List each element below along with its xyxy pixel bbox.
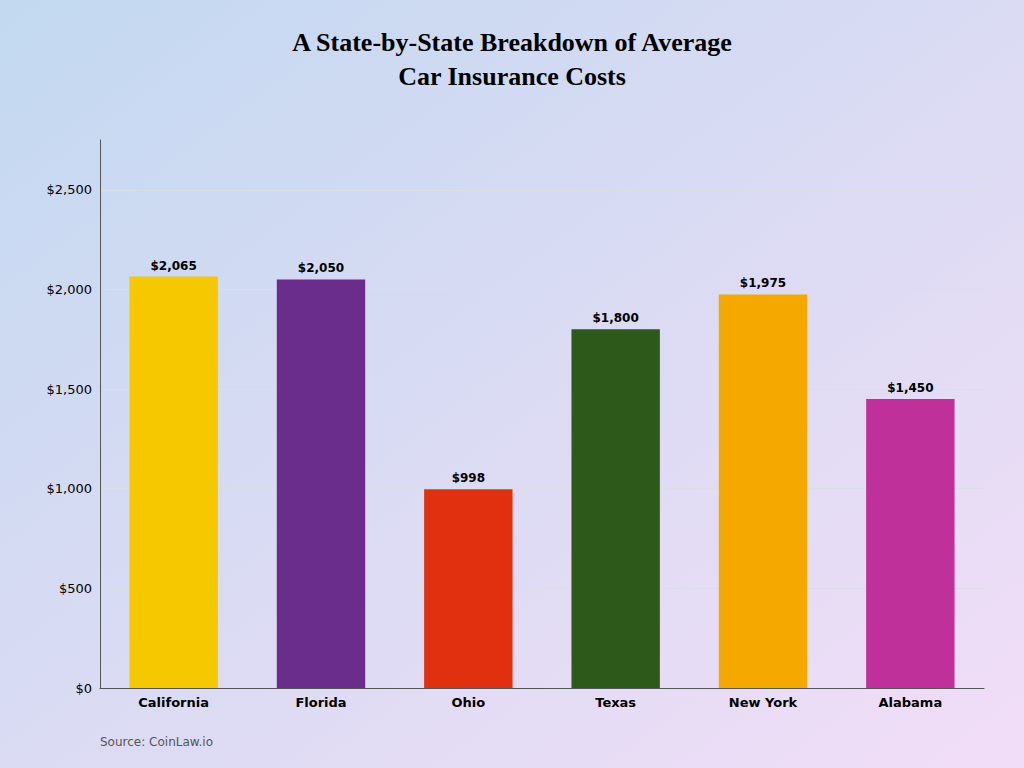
svg-text:New York: New York <box>729 695 798 710</box>
svg-text:Florida: Florida <box>295 695 346 710</box>
svg-text:Source: CoinLaw.io: Source: CoinLaw.io <box>100 735 213 749</box>
svg-text:Ohio: Ohio <box>451 695 485 710</box>
svg-text:$1,000: $1,000 <box>47 481 93 496</box>
svg-text:$998: $998 <box>452 471 485 485</box>
svg-text:$0: $0 <box>75 681 92 696</box>
svg-text:$1,500: $1,500 <box>47 382 93 397</box>
svg-text:$2,050: $2,050 <box>298 261 344 275</box>
svg-text:Texas: Texas <box>595 695 636 710</box>
svg-text:California: California <box>138 695 209 710</box>
svg-text:A State-by-State Breakdown of: A State-by-State Breakdown of Average <box>292 28 732 57</box>
svg-text:Car Insurance Costs: Car Insurance Costs <box>398 62 626 91</box>
svg-text:$2,500: $2,500 <box>47 182 93 197</box>
svg-text:$500: $500 <box>59 581 92 596</box>
svg-text:$2,065: $2,065 <box>151 259 197 273</box>
svg-text:$1,450: $1,450 <box>887 381 933 395</box>
svg-text:Alabama: Alabama <box>878 695 942 710</box>
svg-text:$2,000: $2,000 <box>47 282 93 297</box>
svg-text:$1,975: $1,975 <box>740 276 786 290</box>
svg-text:$1,800: $1,800 <box>593 311 639 325</box>
